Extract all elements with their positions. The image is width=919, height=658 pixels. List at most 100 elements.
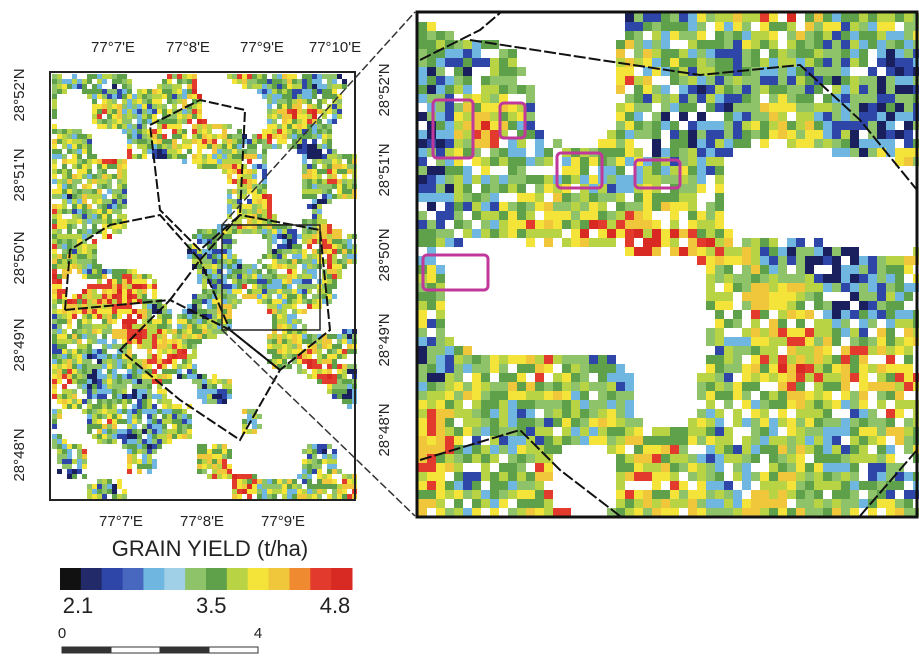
yield-pixel [297,369,302,374]
yield-pixel [715,454,724,463]
yield-pixel [252,489,257,494]
yield-pixel [769,472,778,481]
yield-pixel [87,264,92,269]
yield-pixel [307,229,312,234]
yield-pixel [97,159,102,164]
yield-pixel [342,164,347,169]
yield-pixel [778,436,787,445]
yield-pixel [117,294,122,299]
yield-pixel [142,374,147,379]
yield-pixel [62,454,67,459]
yield-pixel [436,499,445,508]
yield-pixel [72,349,77,354]
yield-pixel [92,309,97,314]
yield-pixel [122,324,127,329]
yield-pixel [634,490,643,499]
yield-pixel [814,31,823,40]
yield-pixel [742,382,751,391]
yield-pixel [481,103,490,112]
yield-pixel [895,112,904,121]
yield-pixel [751,112,760,121]
yield-pixel [670,490,679,499]
yield-pixel [481,166,490,175]
yield-pixel [688,76,697,85]
yield-pixel [112,194,117,199]
yield-pixel [481,373,490,382]
yield-pixel [122,329,127,334]
yield-pixel [117,389,122,394]
yield-pixel [127,79,132,84]
yield-pixel [312,349,317,354]
yield-pixel [107,484,112,489]
yield-pixel [823,427,832,436]
yield-pixel [814,472,823,481]
yield-pixel [267,134,272,139]
yield-pixel [463,427,472,436]
yield-pixel [805,400,814,409]
yield-pixel [157,149,162,154]
yield-pixel [152,339,157,344]
yield-pixel [122,319,127,324]
yield-pixel [571,400,580,409]
yield-pixel [202,144,207,149]
yield-pixel [436,103,445,112]
yield-pixel [67,394,72,399]
yield-pixel [760,427,769,436]
yield-pixel [72,74,77,79]
yield-pixel [287,244,292,249]
yield-pixel [760,472,769,481]
yield-pixel [102,354,107,359]
yield-pixel [247,429,252,434]
colorbar-swatch [185,568,206,590]
yield-pixel [182,334,187,339]
yield-pixel [117,194,122,199]
yield-pixel [454,373,463,382]
yield-pixel [724,319,733,328]
yield-pixel [182,134,187,139]
yield-pixel [327,144,332,149]
yield-pixel [167,99,172,104]
yield-pixel [490,454,499,463]
yield-pixel [499,220,508,229]
yield-pixel [62,334,67,339]
yield-pixel [302,254,307,259]
yield-pixel [904,373,913,382]
yield-pixel [117,379,122,384]
yield-pixel [652,427,661,436]
yield-pixel [197,109,202,114]
yield-pixel [643,499,652,508]
yield-pixel [62,464,67,469]
yield-pixel [112,494,117,499]
yield-pixel [868,337,877,346]
yield-pixel [157,129,162,134]
yield-pixel [823,22,832,31]
yield-pixel [322,479,327,484]
yield-pixel [760,310,769,319]
yield-pixel [302,474,307,479]
yield-pixel [832,148,841,157]
yield-pixel [481,499,490,508]
yield-pixel [832,76,841,85]
yield-pixel [82,234,87,239]
yield-pixel [742,121,751,130]
yield-pixel [107,384,112,389]
yield-pixel [127,284,132,289]
yield-pixel [670,202,679,211]
yield-pixel [769,301,778,310]
yield-pixel [616,472,625,481]
yield-pixel [197,464,202,469]
yield-pixel [715,202,724,211]
yield-pixel [427,382,436,391]
yield-pixel [814,454,823,463]
yield-pixel [332,374,337,379]
yield-pixel [553,400,562,409]
yield-pixel [517,373,526,382]
yield-pixel [97,199,102,204]
yield-pixel [332,489,337,494]
yield-pixel [207,304,212,309]
yield-pixel [347,474,352,479]
yield-pixel [841,85,850,94]
yield-pixel [272,144,277,149]
yield-pixel [679,139,688,148]
yield-pixel [72,219,77,224]
